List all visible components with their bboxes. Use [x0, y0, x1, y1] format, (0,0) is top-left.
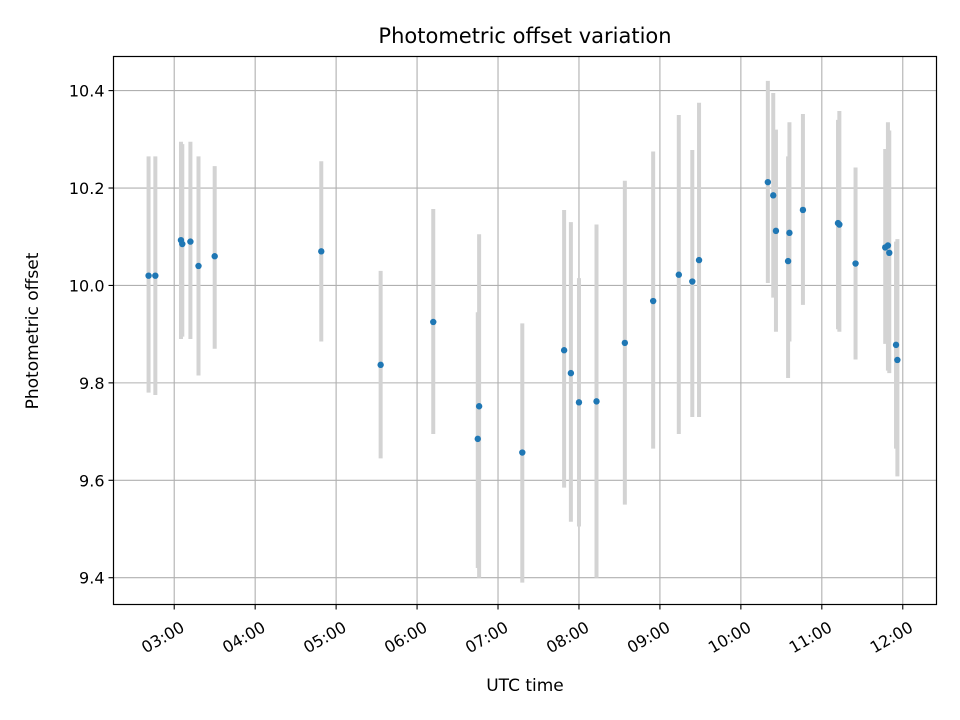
data-point	[560, 347, 568, 354]
data-point	[179, 240, 186, 248]
y-tick-label: 10.2	[69, 179, 105, 198]
y-axis: 9.4 9.6 9.8 10.0 10.2 10.4	[69, 82, 114, 588]
data-point	[894, 356, 901, 364]
data-point	[152, 272, 159, 279]
data-point	[318, 248, 325, 255]
data-point	[211, 253, 218, 260]
data-point	[519, 449, 526, 456]
y-axis-label: Photometric offset	[23, 252, 43, 409]
chart-title: Photometric offset variation	[378, 24, 671, 48]
data-point	[852, 260, 859, 267]
y-tick-label: 9.8	[79, 374, 104, 393]
data-point	[695, 256, 703, 264]
data-point	[649, 297, 657, 305]
data-point	[621, 339, 629, 347]
data-point	[377, 361, 384, 369]
x-axis-label: UTC time	[486, 676, 564, 696]
data-point	[430, 318, 437, 326]
data-point	[784, 257, 792, 265]
plot-frame	[112, 55, 938, 606]
data-point	[886, 249, 893, 257]
y-tick-label: 9.6	[79, 471, 104, 490]
y-tick-label: 10.0	[69, 276, 105, 295]
data-point	[764, 178, 772, 186]
y-tick-label: 9.4	[79, 569, 104, 588]
data-point	[689, 278, 696, 285]
y-tick-label: 10.4	[69, 82, 105, 101]
data-point	[675, 271, 683, 278]
data-point	[770, 192, 777, 199]
data-point	[593, 398, 600, 405]
data-points	[145, 178, 901, 456]
data-point	[786, 229, 793, 237]
data-point	[836, 221, 843, 228]
data-point	[567, 369, 575, 377]
data-point	[575, 399, 583, 406]
data-point	[475, 403, 483, 410]
data-point	[187, 238, 194, 245]
data-point	[772, 227, 780, 235]
data-point	[799, 206, 807, 214]
data-point	[892, 341, 900, 349]
grid	[113, 56, 937, 605]
data-point	[195, 262, 202, 270]
data-point	[884, 242, 892, 249]
data-point	[145, 272, 152, 279]
data-point	[474, 435, 481, 443]
